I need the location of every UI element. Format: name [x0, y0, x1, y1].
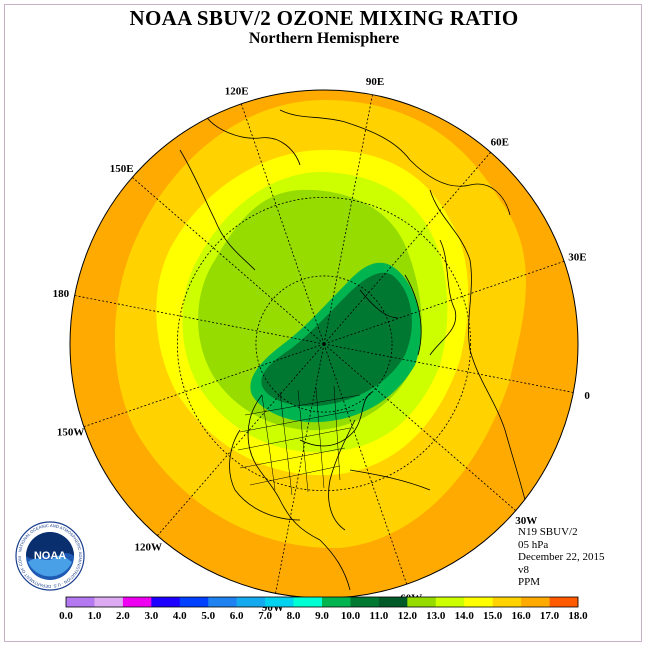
colorbar: 0.0 1.0 2.0 3.0 4.0 5.0 6.0 7.0 8.0 9.0 10.0 11.0 12…	[59, 596, 588, 622]
colorbar-swatch	[179, 597, 209, 607]
colorbar-swatch	[407, 597, 437, 607]
colorbar-swatch	[322, 597, 351, 607]
colorbar-swatch	[549, 597, 579, 607]
colorbar-swatch	[151, 597, 181, 607]
colorbar-tick-label: 16.0	[511, 610, 531, 622]
product-info: N19 SBUV/2 05 hPa December 22, 2015 v8 P…	[518, 526, 604, 589]
latitude-circle-30	[176, 196, 472, 492]
info-date: December 22, 2015	[518, 551, 605, 563]
graticule	[74, 94, 574, 594]
noaa-logo: NOAA NATIONAL OCEANIC AND ATMOSPHERIC AD…	[15, 521, 85, 591]
colorbar-tick-label: 13.0	[426, 610, 446, 622]
colorbar-swatch	[66, 597, 95, 607]
colorbar-tick-label: 9.0	[315, 610, 329, 622]
lon-label-120E: 120E	[225, 86, 249, 98]
colorbar-tick-label: 0.0	[59, 610, 73, 622]
colorbar-tick-label: 14.0	[455, 610, 475, 622]
colorbar-swatch	[122, 597, 152, 607]
colorbar-border	[65, 596, 579, 608]
lon-label-30W: 30W	[515, 515, 537, 527]
na-grid-lines	[237, 385, 361, 496]
info-pressure: 05 hPa	[518, 538, 549, 551]
colorbar-swatch	[464, 597, 493, 607]
colorbar-tick-label: 3.0	[144, 610, 158, 622]
lon-label-180: 180	[53, 288, 70, 300]
lon-label-150W: 150W	[57, 426, 85, 438]
colorbar-tick-label: 2.0	[116, 610, 130, 622]
colorbar-swatch	[521, 597, 550, 607]
colorbar-swatch	[236, 597, 266, 607]
colorbar-tick-label: 4.0	[173, 610, 187, 622]
colorbar-tick-label: 18.0	[568, 610, 588, 622]
colorbar-tick-label: 6.0	[230, 610, 244, 622]
coastlines	[179, 109, 526, 591]
lon-label-30E: 30E	[568, 252, 586, 264]
colorbar-swatch	[265, 597, 294, 607]
colorbar-swatch	[94, 597, 124, 607]
colorbar-tick-label: 12.0	[398, 610, 418, 622]
colorbar-swatch	[435, 597, 465, 607]
info-units: PPM	[518, 576, 541, 588]
latitude-circle-60	[255, 275, 393, 413]
logo-wordmark: NOAA	[34, 550, 66, 562]
info-version: v8	[518, 563, 529, 576]
colorbar-swatch	[492, 597, 522, 607]
lon-label-150E: 150E	[110, 163, 134, 175]
colorbar-tick-label: 5.0	[201, 610, 215, 622]
lon-label-120W: 120W	[134, 541, 162, 553]
colorbar-tick-label: 17.0	[540, 610, 560, 622]
map-title: NOAA SBUV/2 OZONE MIXING RATIO	[129, 6, 519, 30]
lon-label-90E: 90E	[366, 76, 384, 88]
colorbar-swatch	[293, 597, 323, 607]
colorbar-swatch	[378, 597, 408, 607]
colorbar-swatch	[208, 597, 237, 607]
colorbar-tick-label: 15.0	[483, 610, 503, 622]
colorbar-swatch	[350, 597, 380, 607]
colorbar-tick-label: 11.0	[370, 610, 389, 622]
map-subtitle: Northern Hemisphere	[248, 30, 400, 47]
info-instrument: N19 SBUV/2	[518, 526, 578, 538]
colorbar-tick-label: 7.0	[258, 610, 272, 622]
colorbar-tick-label: 10.0	[341, 610, 361, 622]
colorbar-tick-label: 1.0	[88, 610, 102, 622]
lon-label-0: 0	[584, 390, 590, 402]
colorbar-tick-label: 8.0	[287, 610, 301, 622]
lon-label-60E: 60E	[491, 137, 509, 149]
